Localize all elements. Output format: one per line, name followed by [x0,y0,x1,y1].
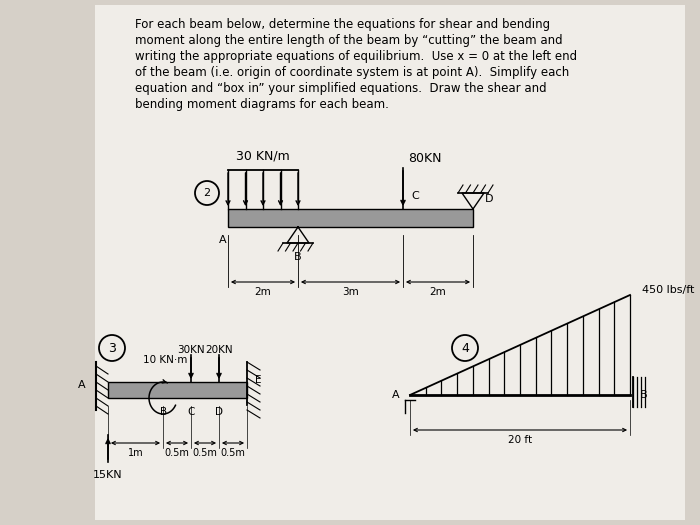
Text: B: B [160,407,167,417]
Text: D: D [215,407,223,417]
Text: 450 lbs/ft: 450 lbs/ft [642,285,694,295]
Bar [108,382,247,398]
Text: moment along the entire length of the beam by “cutting” the beam and: moment along the entire length of the be… [135,34,563,47]
Text: For each beam below, determine the equations for shear and bending: For each beam below, determine the equat… [135,18,550,31]
Text: 2m: 2m [430,287,447,297]
Text: 0.5m: 0.5m [164,448,190,458]
Bar [95,5,685,520]
Text: 3: 3 [108,341,116,354]
Text: 2m: 2m [255,287,272,297]
Text: 4: 4 [461,341,469,354]
Text: E: E [255,375,262,385]
Text: 80KN: 80KN [408,152,442,164]
Text: 10 KN·m: 10 KN·m [143,355,188,365]
Text: 1m: 1m [127,448,144,458]
Text: C: C [411,191,419,201]
Text: C: C [188,407,195,417]
Text: 3m: 3m [342,287,359,297]
Text: bending moment diagrams for each beam.: bending moment diagrams for each beam. [135,98,389,111]
Text: writing the appropriate equations of equilibrium.  Use x = 0 at the left end: writing the appropriate equations of equ… [135,50,577,63]
Text: D: D [485,194,494,204]
Text: 0.5m: 0.5m [193,448,218,458]
Text: B: B [640,390,648,400]
Text: A: A [393,390,400,400]
Text: of the beam (i.e. origin of coordinate system is at point A).  Simplify each: of the beam (i.e. origin of coordinate s… [135,66,569,79]
Text: 0.5m: 0.5m [220,448,246,458]
Text: equation and “box in” your simplified equations.  Draw the shear and: equation and “box in” your simplified eq… [135,82,547,95]
Bar [228,209,473,227]
Text: A: A [78,380,86,390]
Text: A: A [219,235,227,245]
Text: B: B [294,252,302,262]
Text: 2: 2 [204,188,211,198]
Text: 30KN: 30KN [177,345,205,355]
Text: 20 ft: 20 ft [508,435,532,445]
Text: 15KN: 15KN [93,470,122,480]
Text: 20KN: 20KN [205,345,233,355]
Text: 30 KN/m: 30 KN/m [236,150,290,163]
